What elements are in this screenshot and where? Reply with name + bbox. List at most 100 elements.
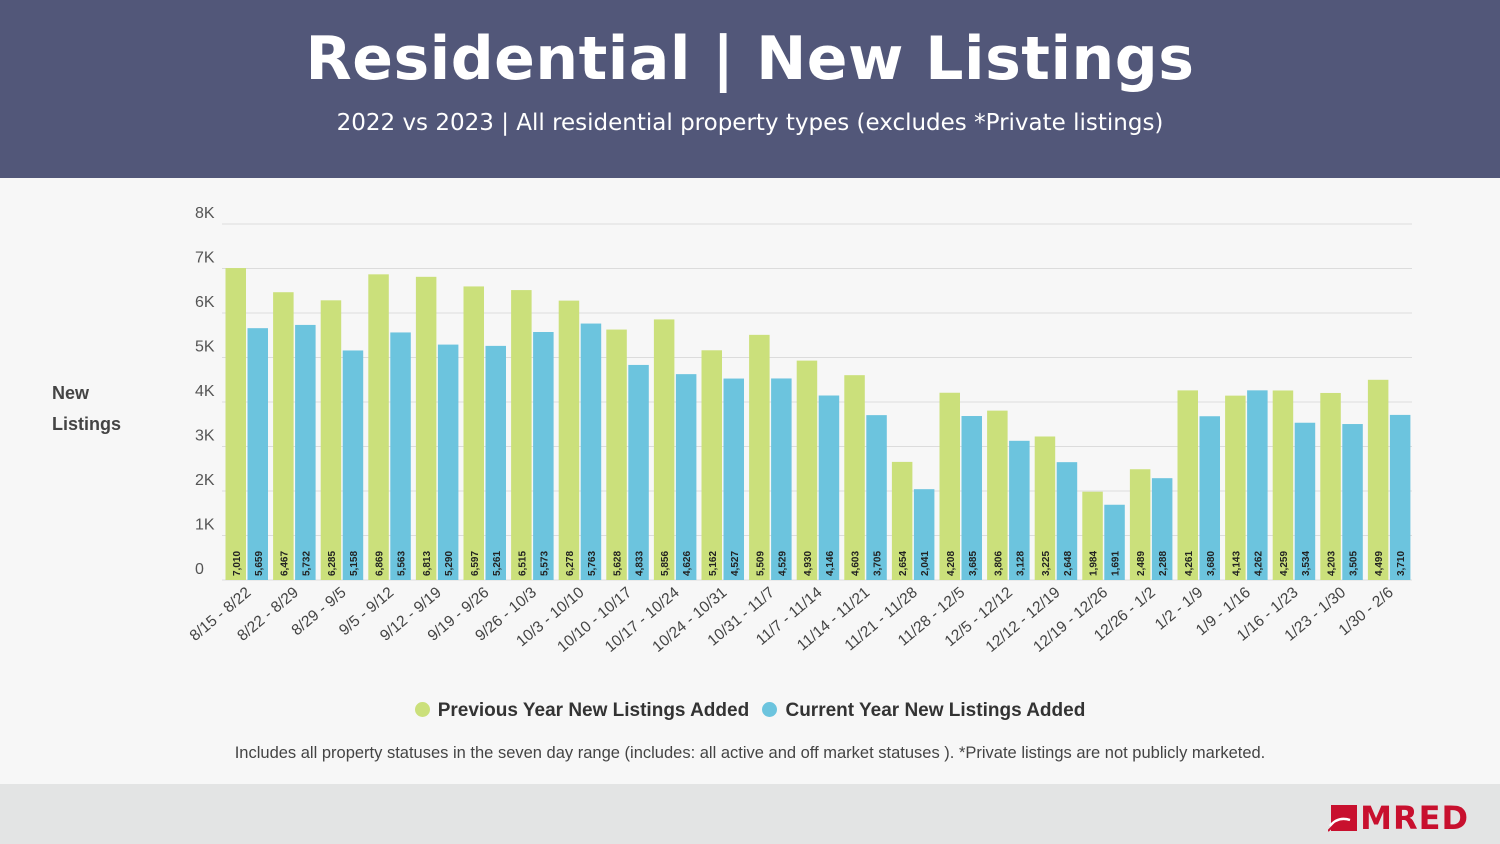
bar-previous-year [368,274,389,580]
bar-current-year [247,328,268,580]
bar-previous-year [1082,491,1103,580]
bar-previous-year [511,290,532,580]
legend-item-current-year: Current Year New Listings Added [762,700,1085,722]
data-label: 5,162 [708,551,719,576]
data-label: 6,869 [375,551,386,576]
bar-previous-year [891,461,913,580]
data-label: 4,930 [803,551,814,576]
data-label: 4,499 [1374,551,1385,576]
mred-logo-text: MRED [1360,799,1469,837]
page-title: Residential | New Listings [305,24,1195,94]
data-label: 2,648 [1063,551,1074,576]
data-label: 2,288 [1158,551,1169,576]
bar-current-year [1104,504,1125,580]
bar-current-year [1199,416,1220,580]
data-label: 4,259 [1279,551,1290,576]
bar-current-year [1151,478,1173,580]
data-label: 3,128 [1015,551,1026,576]
mred-logo: MRED [1328,799,1469,837]
y-tick-label: 4K [195,383,215,400]
legend-dot-previous-icon [414,702,430,717]
bar-previous-year [1272,390,1294,580]
bar-previous-year [844,375,865,580]
data-label: 2,489 [1136,551,1147,576]
bar-current-year [533,332,554,580]
data-label: 2,041 [920,551,931,576]
bar-previous-year [558,300,580,580]
data-label: 3,710 [1396,551,1407,576]
data-label: 3,505 [1349,551,1360,576]
bar-previous-year [225,268,246,580]
bar-previous-year [415,276,437,580]
bar-current-year [675,374,697,580]
bar-previous-year [1129,469,1151,580]
legend-item-previous-year: Previous Year New Listings Added [414,700,750,722]
data-label: 4,208 [946,551,957,576]
bar-current-year [295,324,316,580]
bar-current-year [485,345,506,580]
data-label: 5,763 [587,551,598,576]
data-label: 5,290 [444,551,455,576]
bar-current-year [580,323,602,580]
y-axis-title-line2: Listings [52,414,122,434]
bar-previous-year [653,319,675,580]
data-label: 4,261 [1184,551,1195,576]
bar-current-year [818,395,840,580]
data-label: 4,143 [1231,551,1242,576]
page-subtitle: 2022 vs 2023 | All residential property … [336,110,1164,136]
bar-current-year [437,344,459,580]
legend-dot-current-icon [762,702,778,717]
chart-legend: Previous Year New Listings Added Current… [0,700,1500,722]
bar-current-year [1294,422,1316,580]
data-label: 4,262 [1253,551,1264,576]
bar-current-year [1009,440,1030,580]
data-label: 7,010 [232,551,243,576]
bar-previous-year [749,334,770,580]
bar-previous-year [1225,395,1246,580]
data-label: 4,203 [1327,551,1338,576]
legend-label-previous: Previous Year New Listings Added [437,700,750,721]
bar-current-year [723,378,744,580]
mred-logo-icon [1328,805,1358,832]
data-label: 5,509 [755,551,766,576]
data-label: 5,261 [492,551,503,576]
y-tick-label: 8K [195,205,215,222]
data-label: 5,573 [539,551,550,576]
data-label: 6,285 [327,551,338,576]
bar-previous-year [463,286,484,580]
y-tick-label: 0 [195,561,204,578]
data-label: 6,515 [517,551,528,576]
data-label: 4,626 [682,551,693,576]
bar-previous-year [1367,379,1389,580]
y-tick-label: 6K [195,294,215,311]
bar-previous-year [939,392,960,580]
bar-previous-year [701,350,722,580]
data-label: 2,654 [898,551,909,576]
y-axis-title: New Listings [52,378,121,440]
legend-label-current: Current Year New Listings Added [785,700,1086,721]
bar-current-year [628,364,649,580]
y-tick-label: 5K [195,339,215,356]
data-label: 4,146 [825,551,836,576]
bar-current-year [771,378,792,580]
data-label: 5,732 [301,551,312,576]
data-label: 3,806 [993,551,1004,576]
data-label: 3,685 [968,551,979,576]
bar-previous-year [606,329,627,580]
y-axis-title-line1: New [52,383,90,403]
bar-previous-year [796,360,818,580]
bar-current-year [1389,414,1411,580]
data-label: 1,984 [1089,551,1100,576]
data-label: 5,659 [254,551,265,576]
data-label: 4,833 [635,551,646,576]
data-label: 5,158 [349,551,360,576]
bar-previous-year [987,410,1008,580]
data-label: 6,278 [565,551,576,576]
bar-previous-year [1177,390,1198,580]
bar-current-year [342,350,364,580]
data-label: 5,856 [660,551,671,576]
bar-current-year [913,489,935,580]
bar-current-year [1342,424,1363,580]
bar-current-year [866,415,887,580]
data-label: 4,603 [851,551,862,576]
